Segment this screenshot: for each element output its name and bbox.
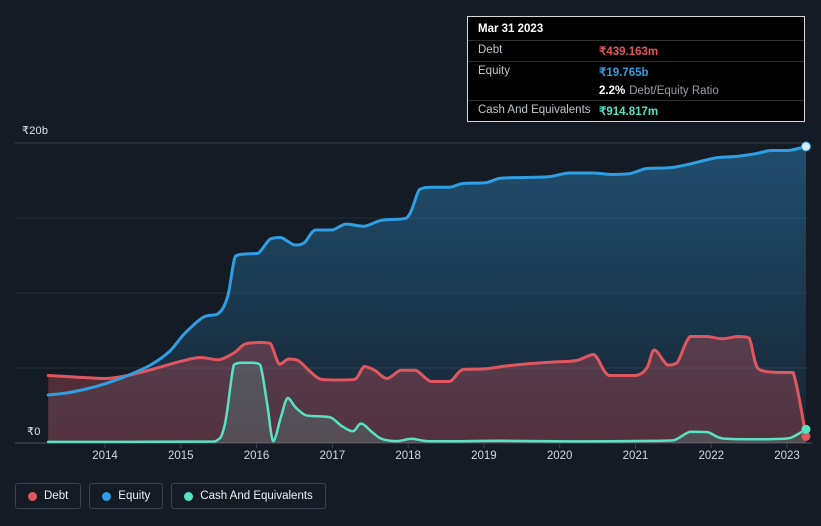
x-axis-year-label-2022: 2022 [698,450,725,462]
cash-area [48,362,806,443]
x-axis-year-label-2016: 2016 [243,450,270,462]
tooltip-row-equity: Equity ₹19.765b [468,62,804,82]
legend-item-equity[interactable]: Equity [89,483,164,509]
x-axis-year-label-2019: 2019 [471,450,497,462]
legend: Debt Equity Cash And Equivalents [15,483,326,509]
legend-label: Equity [118,490,151,502]
equity-area [48,146,806,443]
x-axis-year-label-2017: 2017 [319,450,346,462]
x-axis-year-label-2020: 2020 [546,450,573,462]
x-axis-year-label-2015: 2015 [167,450,194,462]
tooltip-row-cash: Cash And Equivalents ₹914.817m [468,101,804,121]
tooltip-label: Equity [478,65,510,77]
tooltip-row-debt: Debt ₹439.163m [468,41,804,62]
cash-endpoint-marker [801,424,811,434]
equity-line [46,145,808,397]
x-axis-year-label-2023: 2023 [774,450,800,462]
debt-endpoint-marker [801,431,811,441]
tooltip: Mar 31 2023 Debt ₹439.163m Equity ₹19.765b 2… [467,16,805,122]
tooltip-value: ₹914.817m [599,106,659,118]
debt-equity-ratio-value: 2.2% [599,85,626,97]
legend-item-cash[interactable]: Cash And Equivalents [171,483,326,509]
y-axis-label-zero: ₹0 [27,426,41,438]
legend-item-debt[interactable]: Debt [15,483,82,509]
x-axis-year-label-2021: 2021 [622,450,649,462]
cash-line [46,361,808,444]
tooltip-label: Debt [478,44,503,56]
debt-equity-ratio-label: Debt/Equity Ratio [629,85,719,97]
debt-line [46,335,808,438]
legend-debt-dot-icon [28,491,37,501]
y-axis-label-top: ₹20b [22,125,49,137]
tooltip-value: ₹19.765b [599,67,649,79]
tooltip-date: Mar 31 2023 [468,17,804,41]
x-axis-year-label-2018: 2018 [395,450,421,462]
legend-cash-dot-icon [184,491,194,501]
equity-endpoint-marker [800,141,811,152]
x-axis-year-label-2014: 2014 [92,450,118,462]
legend-label: Debt [44,490,69,502]
tooltip-value: ₹439.163m [599,46,659,58]
legend-equity-dot-icon [102,491,112,501]
tooltip-ratio-row: 2.2% Debt/Equity Ratio [468,82,804,101]
legend-label: Cash And Equivalents [200,490,313,502]
tooltip-label: Cash And Equivalents [478,104,591,116]
